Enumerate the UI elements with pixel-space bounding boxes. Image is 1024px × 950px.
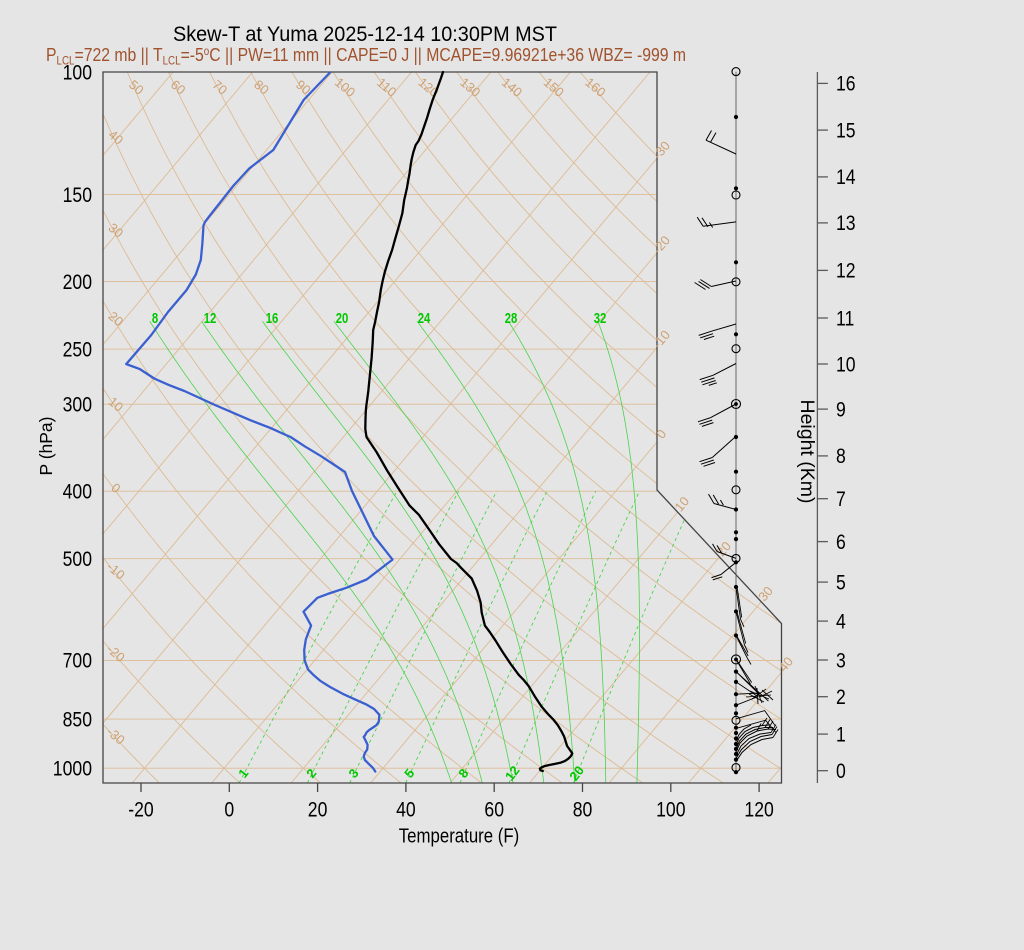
svg-text:2: 2: [836, 686, 846, 709]
svg-text:12: 12: [204, 311, 217, 327]
svg-text:32: 32: [594, 311, 607, 327]
svg-text:20: 20: [308, 799, 328, 822]
svg-text:100: 100: [656, 799, 685, 822]
svg-text:8: 8: [836, 445, 846, 468]
svg-text:150: 150: [63, 184, 92, 207]
svg-text:120: 120: [744, 799, 773, 822]
svg-text:28: 28: [505, 311, 518, 327]
svg-text:7: 7: [836, 488, 846, 511]
svg-text:100: 100: [63, 61, 92, 84]
svg-text:1000: 1000: [53, 758, 92, 781]
svg-text:9: 9: [836, 398, 846, 421]
svg-text:24: 24: [418, 311, 431, 327]
svg-text:16: 16: [836, 73, 856, 96]
svg-text:20: 20: [336, 311, 349, 327]
svg-text:0: 0: [836, 760, 846, 783]
svg-text:400: 400: [63, 481, 92, 504]
svg-text:250: 250: [63, 338, 92, 361]
svg-text:700: 700: [63, 650, 92, 673]
svg-text:0: 0: [224, 799, 234, 822]
svg-text:P (hPa): P (hPa): [36, 416, 56, 475]
svg-text:16: 16: [266, 311, 279, 327]
svg-text:300: 300: [63, 394, 92, 417]
svg-text:PLCL=722 mb || TLCL=-5oC || PW: PLCL=722 mb || TLCL=-5oC || PW=11 mm || …: [46, 44, 686, 68]
svg-text:11: 11: [836, 307, 854, 330]
svg-text:12: 12: [836, 260, 856, 283]
svg-text:200: 200: [63, 271, 92, 294]
svg-text:Skew-T at Yuma 2025-12-14 10:3: Skew-T at Yuma 2025-12-14 10:30PM MST: [173, 23, 557, 46]
svg-text:Height (Km): Height (Km): [796, 399, 818, 503]
svg-text:Temperature (F): Temperature (F): [399, 825, 520, 848]
svg-text:15: 15: [836, 119, 856, 142]
svg-text:6: 6: [836, 531, 846, 554]
svg-text:13: 13: [836, 212, 856, 235]
svg-text:850: 850: [63, 708, 92, 731]
svg-text:3: 3: [836, 649, 846, 672]
svg-text:8: 8: [152, 311, 158, 327]
svg-text:5: 5: [836, 571, 846, 594]
svg-text:80: 80: [573, 799, 593, 822]
svg-text:14: 14: [836, 166, 856, 189]
svg-text:60: 60: [484, 799, 504, 822]
svg-text:4: 4: [836, 610, 846, 633]
svg-text:500: 500: [63, 548, 92, 571]
svg-text:10: 10: [836, 353, 856, 376]
svg-text:40: 40: [396, 799, 416, 822]
svg-text:-20: -20: [128, 799, 154, 822]
svg-text:1: 1: [836, 723, 846, 746]
